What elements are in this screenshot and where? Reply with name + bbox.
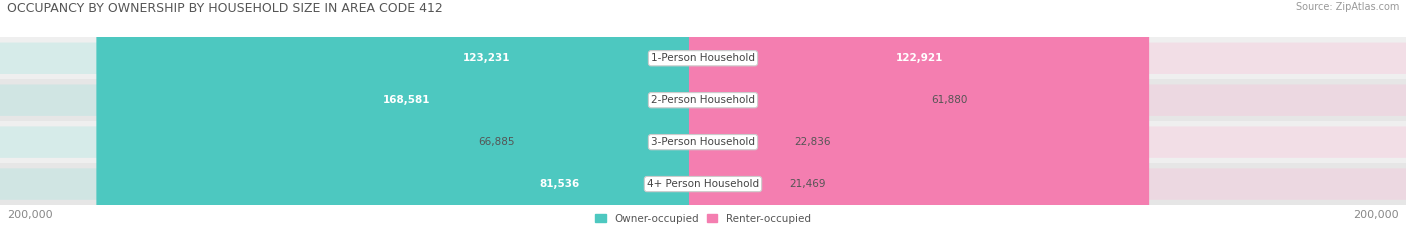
Text: 122,921: 122,921 [896,53,942,63]
FancyBboxPatch shape [0,43,703,74]
Text: 168,581: 168,581 [382,95,430,105]
Text: 4+ Person Household: 4+ Person Household [647,179,759,189]
Text: 61,880: 61,880 [931,95,967,105]
Text: 21,469: 21,469 [789,179,825,189]
Text: 22,836: 22,836 [794,137,831,147]
Text: 81,536: 81,536 [540,179,579,189]
FancyBboxPatch shape [689,0,1149,233]
FancyBboxPatch shape [689,0,935,233]
FancyBboxPatch shape [703,126,1406,158]
Text: OCCUPANCY BY OWNERSHIP BY HOUSEHOLD SIZE IN AREA CODE 412: OCCUPANCY BY OWNERSHIP BY HOUSEHOLD SIZE… [7,2,443,15]
Bar [0,79,1406,121]
Text: 1-Person Household: 1-Person Household [651,53,755,63]
Text: Source: ZipAtlas.com: Source: ZipAtlas.com [1295,2,1399,12]
Text: 66,885: 66,885 [478,137,515,147]
Bar [0,121,1406,163]
Text: 123,231: 123,231 [463,53,510,63]
FancyBboxPatch shape [0,85,703,116]
FancyBboxPatch shape [454,0,717,233]
FancyBboxPatch shape [703,43,1406,74]
Legend: Owner-occupied, Renter-occupied: Owner-occupied, Renter-occupied [591,209,815,228]
Text: 2-Person Household: 2-Person Household [651,95,755,105]
FancyBboxPatch shape [689,0,797,233]
Text: 200,000: 200,000 [1354,210,1399,220]
FancyBboxPatch shape [0,168,703,200]
FancyBboxPatch shape [402,0,717,233]
FancyBboxPatch shape [703,85,1406,116]
Text: 200,000: 200,000 [7,210,52,220]
FancyBboxPatch shape [0,126,703,158]
FancyBboxPatch shape [689,0,793,233]
FancyBboxPatch shape [97,0,717,233]
FancyBboxPatch shape [256,0,717,233]
Text: 3-Person Household: 3-Person Household [651,137,755,147]
Bar [0,163,1406,205]
FancyBboxPatch shape [703,168,1406,200]
Bar [0,37,1406,79]
